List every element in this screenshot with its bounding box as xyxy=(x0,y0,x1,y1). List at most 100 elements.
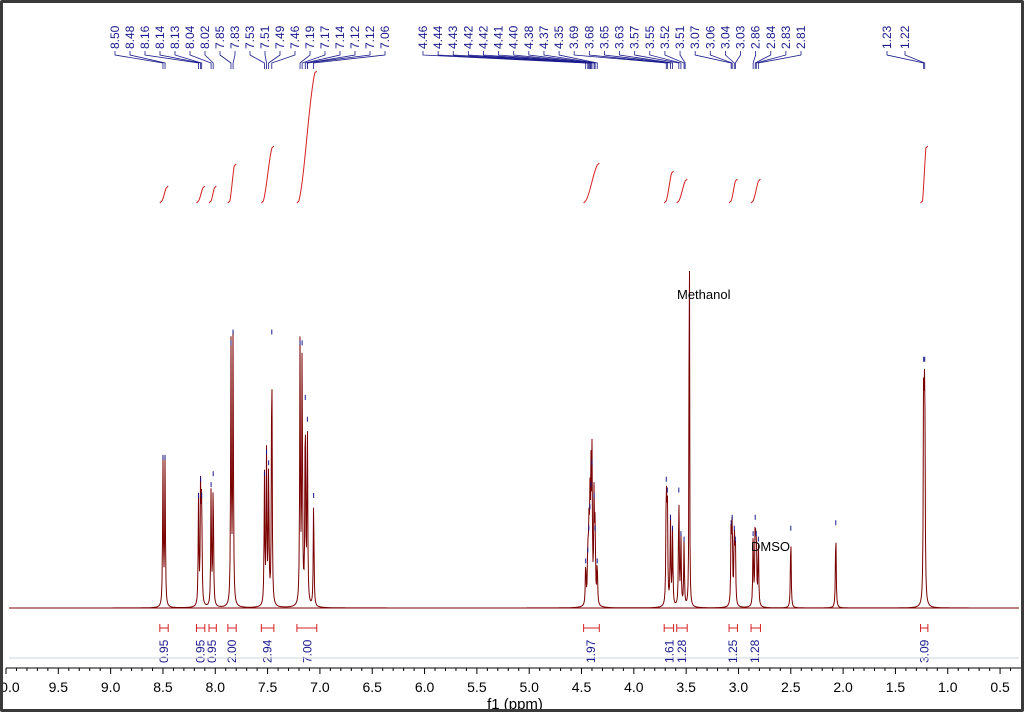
integral-value-label: 0.95 xyxy=(194,639,208,663)
peak-label: 7.83 xyxy=(228,25,242,49)
peak-label: 3.55 xyxy=(643,25,657,49)
peak-label-connector xyxy=(114,51,164,69)
peak-label-connector xyxy=(301,51,326,69)
peak-label: 7.12 xyxy=(348,25,362,49)
integral-curve xyxy=(663,170,674,204)
x-tick-label: 9.5 xyxy=(49,679,69,695)
integral-value-label: 1.61 xyxy=(662,639,676,663)
peak-label-connector xyxy=(174,51,203,69)
peak-label: 4.35 xyxy=(552,25,566,49)
peak-label-connector xyxy=(709,51,733,69)
peak-label-connector xyxy=(543,51,596,69)
peak-label: 7.51 xyxy=(258,25,272,49)
peak-label: 3.63 xyxy=(613,25,627,49)
peak-label-connector xyxy=(573,51,667,69)
x-axis-label: f1 (ppm) xyxy=(487,696,543,712)
peak-label-connector xyxy=(249,51,265,69)
peak-label: 8.16 xyxy=(138,25,152,49)
peak-label-connector xyxy=(299,51,311,69)
peak-label: 7.19 xyxy=(303,25,317,49)
peak-label: 4.43 xyxy=(446,25,460,49)
peak-label-connector xyxy=(752,51,757,69)
peak-label-connector xyxy=(452,51,590,69)
peak-label: 3.69 xyxy=(567,25,581,49)
integral-value-label: 1.25 xyxy=(726,639,740,663)
integral-curve xyxy=(676,178,688,204)
peak-label: 8.13 xyxy=(168,25,182,49)
peak-label: 2.86 xyxy=(749,25,763,49)
integral-value-label: 3.09 xyxy=(918,639,932,663)
x-tick-label: 7.0 xyxy=(310,679,330,695)
peak-label-connector xyxy=(189,51,212,69)
peak-label-connector xyxy=(619,51,673,69)
peak-label: 7.49 xyxy=(273,25,287,49)
peak-label-connector xyxy=(588,51,668,69)
peak-label-connector xyxy=(886,51,925,69)
integral-value-label: 7.00 xyxy=(300,639,314,663)
peak-label: 2.81 xyxy=(794,25,808,49)
peak-label-connector xyxy=(204,51,214,69)
peak-label: 4.37 xyxy=(537,25,551,49)
integral-curve xyxy=(196,185,206,204)
peak-label: 4.42 xyxy=(461,25,475,49)
peak-label: 4.44 xyxy=(431,25,445,49)
peak-label: 3.68 xyxy=(582,25,596,49)
peak-label-connector xyxy=(664,51,685,69)
peak-label: 3.03 xyxy=(734,25,748,49)
annotation-methanol: Methanol xyxy=(677,287,731,302)
peak-label: 7.06 xyxy=(378,25,392,49)
peak-label-connector xyxy=(498,51,592,69)
peak-label-connector xyxy=(271,51,296,69)
x-tick-label: 4.5 xyxy=(572,679,592,695)
x-tick-label: 3.0 xyxy=(729,679,749,695)
peak-label-connector xyxy=(558,51,598,69)
peak-label-connector xyxy=(754,51,772,69)
peak-label-connector xyxy=(513,51,593,69)
peak-label-connector xyxy=(604,51,671,69)
x-tick-label: 2.5 xyxy=(781,679,801,695)
peak-label-connector xyxy=(904,51,926,69)
peak-label: 8.14 xyxy=(153,25,167,49)
peak-label-connector xyxy=(757,51,802,69)
peak-label: 7.46 xyxy=(288,25,302,49)
peak-label: 3.65 xyxy=(597,25,611,49)
spectrum-line xyxy=(9,270,1019,609)
peak-label: 7.53 xyxy=(243,25,257,49)
peak-label-connector xyxy=(422,51,587,69)
x-tick-label: 0.5 xyxy=(990,679,1010,695)
peak-label: 8.04 xyxy=(183,25,197,49)
integral-curve xyxy=(260,145,275,204)
integral-curve xyxy=(750,178,761,204)
peak-label: 8.48 xyxy=(123,25,137,49)
peak-label-connector xyxy=(679,51,686,69)
peak-label: 4.40 xyxy=(507,25,521,49)
peak-label-connector xyxy=(129,51,166,69)
nmr-spectrum-svg: 0.95 0.950.95 2.00 2.94 7.00 1.97 1.611.28 1.25… xyxy=(3,25,1021,712)
peak-label-connector xyxy=(306,51,371,69)
integral-curve xyxy=(920,145,929,204)
peak-label: 4.41 xyxy=(492,25,506,49)
integral-curve xyxy=(208,185,217,204)
peak-label-connector xyxy=(304,51,341,69)
x-tick-label: 8.0 xyxy=(206,679,226,695)
peak-label-connector xyxy=(268,51,281,69)
peak-label: 2.84 xyxy=(764,25,778,49)
x-tick-label: 9.0 xyxy=(101,679,121,695)
integral-value-label: 1.28 xyxy=(748,639,762,663)
integral-value-label: 1.28 xyxy=(675,639,689,663)
x-tick-label: 3.5 xyxy=(676,679,696,695)
peak-label: 3.52 xyxy=(658,25,672,49)
integral-curve xyxy=(227,163,237,204)
annotation-dmso: DMSO xyxy=(751,539,790,554)
peak-label: 7.85 xyxy=(213,25,227,49)
integral-value-label: 0.95 xyxy=(157,639,171,663)
peak-label: 1.22 xyxy=(898,25,912,49)
peak-label: 7.12 xyxy=(363,25,377,49)
x-tick-label: 8.5 xyxy=(153,679,173,695)
integral-value-label: 0.95 xyxy=(205,639,219,663)
x-tick-label: 5.0 xyxy=(519,679,539,695)
peak-label-connector xyxy=(219,51,232,69)
peak-label-connector xyxy=(734,51,741,69)
peak-label-connector xyxy=(144,51,199,69)
